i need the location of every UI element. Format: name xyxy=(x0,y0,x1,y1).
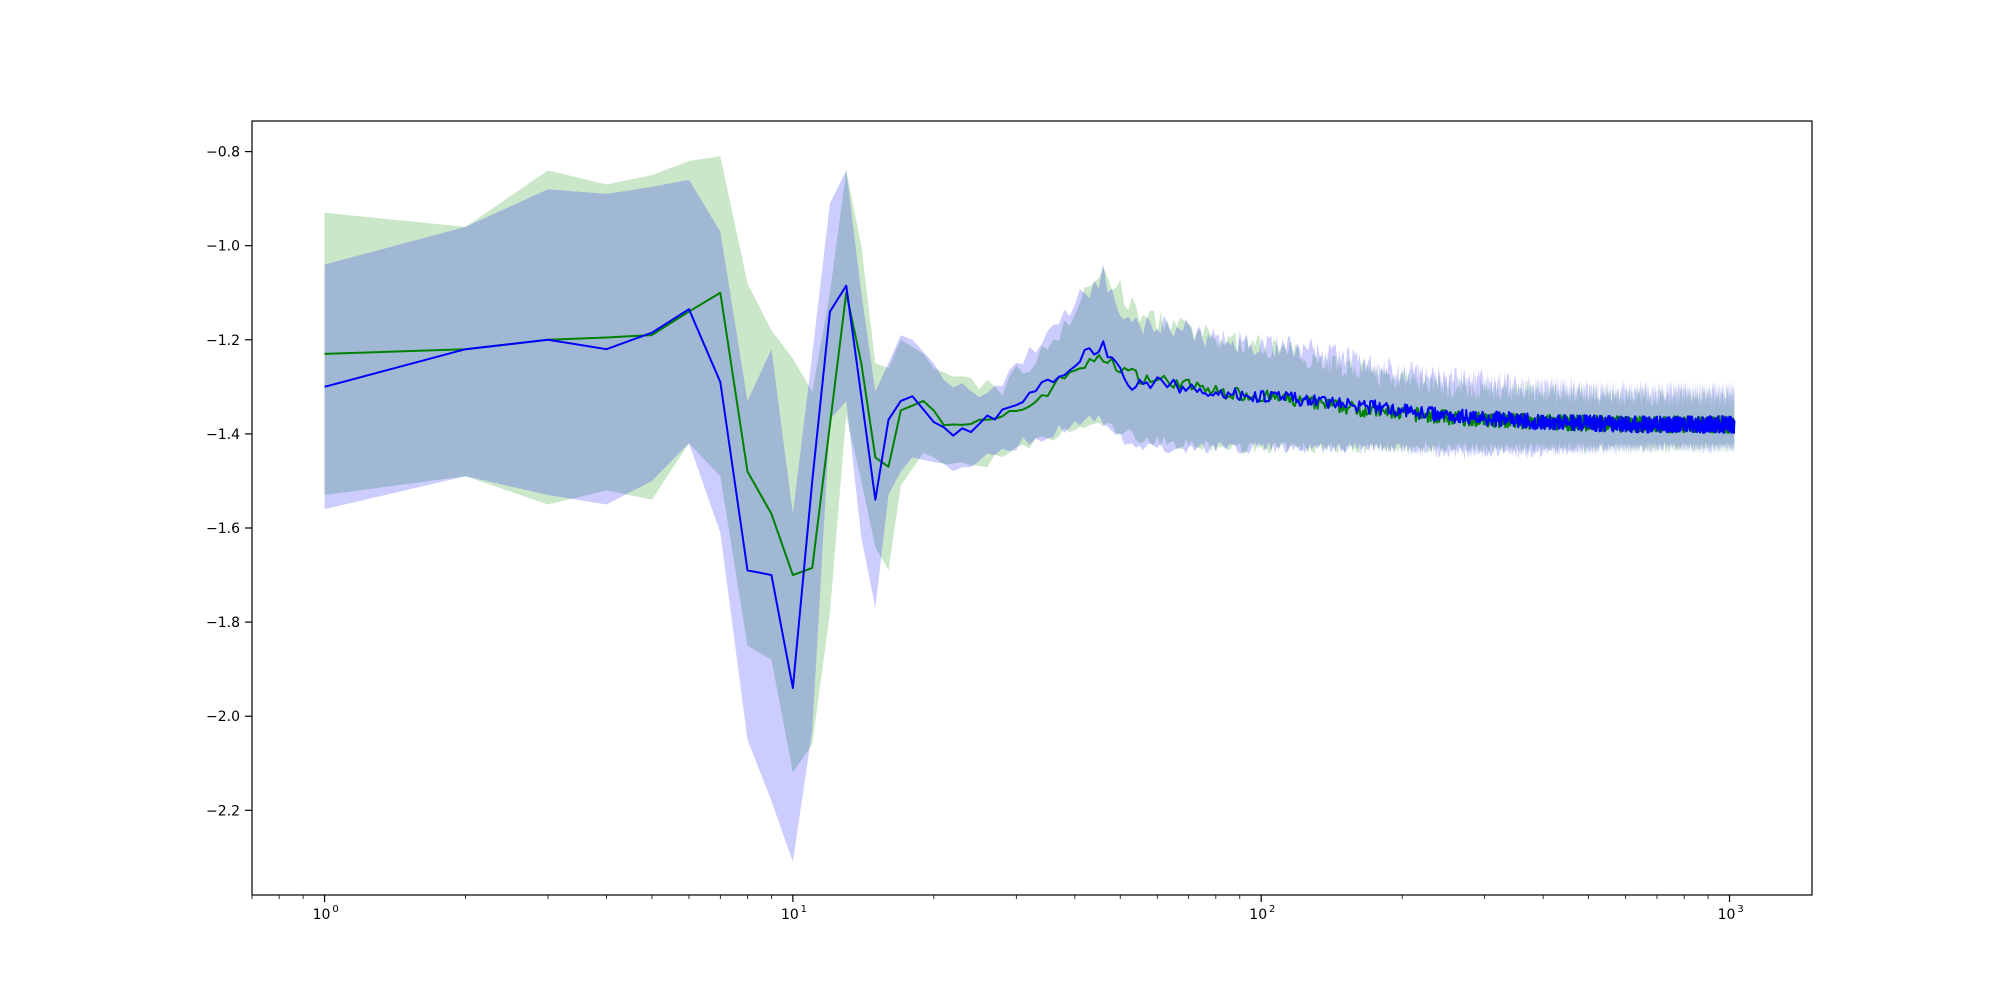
y-tick-label: −1.2 xyxy=(206,333,240,349)
x-tick-label: 10 xyxy=(1249,907,1267,923)
y-tick-label: −1.4 xyxy=(206,427,240,443)
x-tick-label: 10 xyxy=(781,907,799,923)
x-tick-exponent: 3 xyxy=(1737,904,1743,915)
y-tick-label: −2.2 xyxy=(206,803,240,819)
x-tick-label: 10 xyxy=(313,907,331,923)
x-tick-exponent: 0 xyxy=(332,904,338,915)
y-axis: −0.8 −1.0 −1.2 −1.4 −1.6 −1.8 −2.0 −2.2 xyxy=(206,145,252,819)
y-tick-label: −1.6 xyxy=(206,521,240,537)
y-tick-label: −1.0 xyxy=(206,239,240,255)
series-2-line xyxy=(324,284,1736,689)
axes-frame xyxy=(251,120,1813,896)
series-1-band xyxy=(324,156,1735,773)
x-tick-label: 10 xyxy=(1718,907,1736,923)
x-tick-exponent: 2 xyxy=(1269,904,1275,915)
x-tick-exponent: 1 xyxy=(801,904,807,915)
y-tick-label: −2.0 xyxy=(206,709,240,725)
x-axis: 10 0 10 1 10 2 10 3 xyxy=(251,895,1744,923)
series-2-band xyxy=(324,170,1735,863)
y-tick-label: −0.8 xyxy=(206,145,240,161)
y-tick-label: −1.8 xyxy=(206,615,240,631)
plot-area xyxy=(324,156,1736,863)
